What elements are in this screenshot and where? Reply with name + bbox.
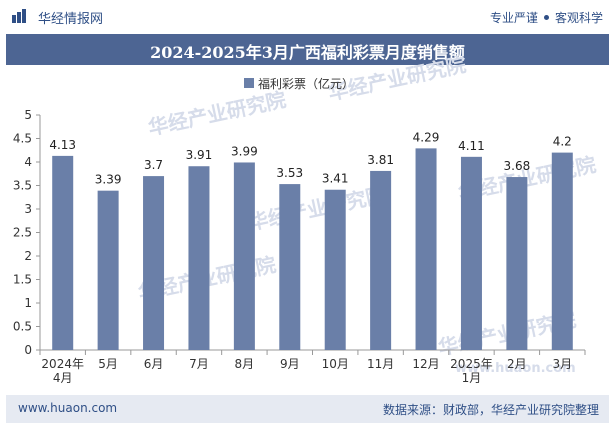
tagline: 专业严谨 客观科学 (490, 9, 603, 26)
y-tick-label: 5 (24, 108, 32, 122)
x-tick-label: 9月 (280, 357, 300, 371)
watermark-url: www.huaon.com (455, 361, 576, 376)
x-tick-label: 12月 (412, 357, 439, 371)
title-bar: 2024-2025年3月广西福利彩票月度销售额 (6, 34, 609, 65)
x-tick-label: 11月 (367, 357, 394, 371)
x-tick-label: 2月 (507, 357, 527, 371)
data-label: 4.29 (413, 130, 440, 144)
x-tick-label: 3月 (552, 357, 572, 371)
footer-site: www.huaon.com (18, 401, 118, 415)
y-tick-label: 1.5 (13, 273, 32, 287)
bar (506, 177, 528, 350)
data-label: 3.68 (504, 159, 531, 173)
x-tick-label: 6月 (144, 357, 164, 371)
tagline-right: 客观科学 (554, 11, 603, 25)
data-label: 3.53 (276, 166, 303, 180)
x-tick-label: 5月 (98, 357, 118, 371)
y-axis: 0 0.5 1 1.5 2 2.5 3 3.5 4 4.5 5 (13, 108, 41, 357)
bar (460, 156, 482, 350)
watermark-text: 华经产业研究院 (146, 87, 288, 140)
x-tick-label: 2024年 4月 (41, 357, 84, 385)
x-tick-label: 7月 (189, 357, 209, 371)
top-bar: 华经情报网 专业严谨 客观科学 (0, 0, 615, 34)
y-tick-label: 0 (24, 343, 32, 357)
bar (415, 148, 437, 350)
x-tick-label: 10月 (322, 357, 349, 371)
x-tick-label: 2025年 1月 (450, 357, 493, 385)
bar-chart: 华经产业研究院华经产业研究院华经产业研究院华经产业研究院华经产业研究院华经产业研… (13, 52, 598, 385)
bar (279, 184, 301, 350)
data-label: 4.2 (553, 135, 572, 149)
bars: 4.13 3.39 3.7 3.91 3.99 3.53 3.41 3.81 4.29 4.11 3… (49, 130, 573, 350)
bar (324, 189, 346, 350)
data-source: 数据来源：财政部，华经产业研究院整理 (382, 403, 599, 417)
y-tick-label: 0.5 (13, 320, 32, 334)
separator-dot-icon (543, 15, 549, 20)
y-tick-label: 4.5 (13, 132, 32, 146)
y-tick-label: 2 (24, 249, 32, 263)
bar (143, 176, 165, 350)
tagline-left: 专业严谨 (489, 11, 538, 25)
legend-swatch (244, 78, 254, 88)
watermark-text: 华经产业研究院 (246, 182, 388, 235)
bar (370, 170, 392, 350)
bar (551, 152, 573, 350)
bar (233, 162, 255, 350)
footer-bar: www.huaon.com 数据来源：财政部，华经产业研究院整理 (6, 395, 609, 423)
data-label: 3.91 (186, 148, 213, 162)
bar (52, 155, 74, 350)
x-tick-label: 8月 (235, 357, 255, 371)
y-tick-label: 3 (24, 202, 32, 216)
data-label: 3.7 (144, 158, 163, 172)
y-tick-label: 1 (24, 296, 32, 310)
data-label: 4.13 (49, 138, 76, 152)
y-tick-label: 3.5 (13, 179, 32, 193)
data-label: 3.81 (367, 153, 394, 167)
brand-logo-icon (12, 9, 26, 23)
y-tick-label: 2.5 (13, 226, 32, 240)
data-label: 3.39 (95, 173, 122, 187)
bar (188, 166, 210, 350)
data-label: 3.41 (322, 172, 349, 186)
legend-label: 福利彩票（亿元） (258, 76, 354, 91)
chart-legend: 福利彩票（亿元） (244, 76, 354, 91)
data-label: 4.11 (458, 139, 485, 153)
data-label: 3.99 (231, 144, 258, 158)
brand-name: 华经情报网 (38, 12, 104, 27)
y-tick-label: 4 (24, 155, 32, 169)
x-axis: 2024年 4月 5月 6月 7月 8月 9月 10月 11月 12月 2025年 1月 2月 3月 (39, 349, 586, 385)
bar (97, 190, 119, 350)
chart-title: 2024-2025年3月广西福利彩票月度销售额 (150, 43, 465, 62)
